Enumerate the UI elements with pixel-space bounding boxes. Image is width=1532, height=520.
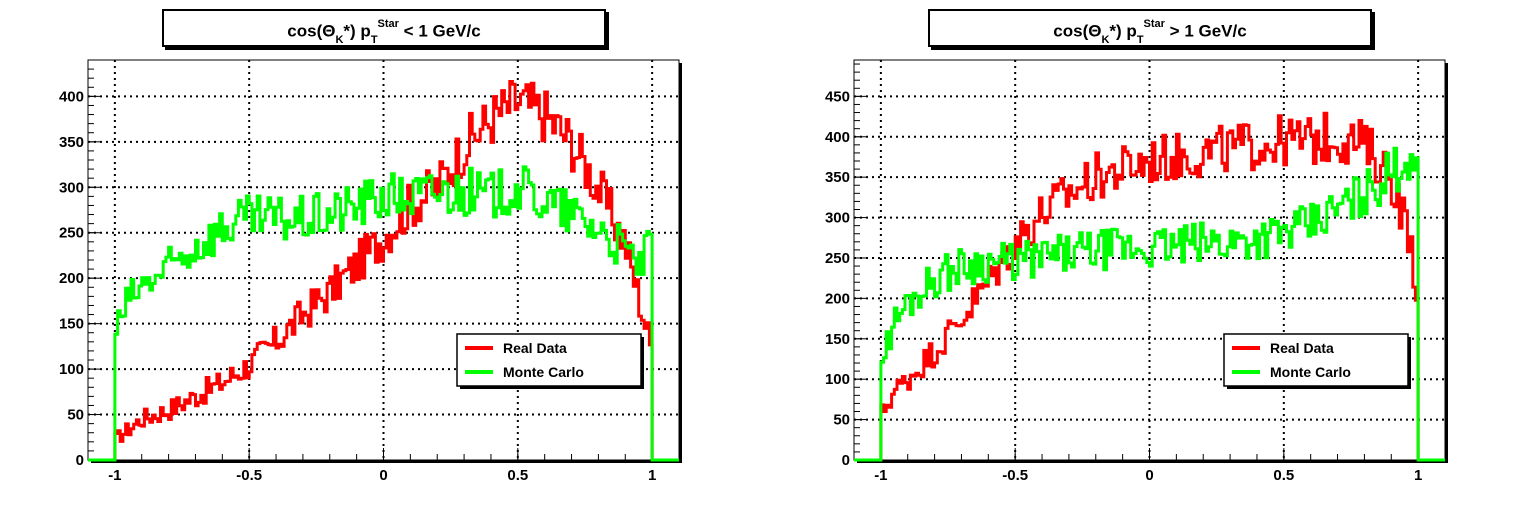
- x-tick-label: -0.5: [236, 467, 262, 484]
- y-tick-label: 400: [59, 88, 84, 105]
- y-tick-label: 50: [67, 407, 84, 424]
- series-line-monte-carlo: [854, 146, 1445, 462]
- x-tick-label: 0.5: [1273, 467, 1294, 484]
- legend-label: Real Data: [1270, 340, 1334, 356]
- y-tick-label: 0: [842, 452, 850, 469]
- series-line-real-data: [854, 111, 1445, 462]
- chart-title: cos(ΘK*) pTStar < 1 GeV/c: [287, 18, 481, 47]
- x-tick-label: -1: [874, 467, 887, 484]
- x-tick-label: 0: [379, 467, 387, 484]
- y-tick-label: 50: [833, 412, 850, 429]
- x-tick-label: 0: [1145, 467, 1153, 484]
- y-tick-label: 350: [59, 134, 84, 151]
- series-line-real-data: [88, 80, 679, 462]
- y-tick-label: 150: [59, 316, 84, 333]
- legend-label: Real Data: [503, 340, 567, 356]
- legend-box: [1223, 333, 1409, 387]
- histogram-plot: -1 -0.5 0 0.5 1 0 50 100 150 200 250 300 350 400 450 Re…: [825, 59, 1448, 484]
- chart-title-box: cos(ΘK*) pTStar < 1 GeV/c: [162, 9, 606, 47]
- y-tick-label: 100: [59, 361, 84, 378]
- y-tick-label: 250: [825, 250, 850, 267]
- x-tick-label: -0.5: [1002, 467, 1028, 484]
- x-tick-label: 1: [648, 467, 656, 484]
- chart-title-box: cos(ΘK*) pTStar > 1 GeV/c: [928, 9, 1372, 47]
- y-tick-label: 450: [825, 88, 850, 105]
- histogram-plot: -1 -0.5 0 0.5 1 0 50 100 150 200 250 300 350 400 Real …: [59, 59, 682, 484]
- series-line-monte-carlo: [88, 165, 679, 462]
- y-tick-label: 350: [825, 169, 850, 186]
- y-tick-label: 300: [825, 210, 850, 227]
- chart-title: cos(ΘK*) pTStar > 1 GeV/c: [1053, 18, 1247, 47]
- chart-panel-right: cos(ΘK*) pTStar > 1 GeV/c -1 -0.5 0 0.5 1 0 50…: [766, 0, 1532, 520]
- legend-box: [456, 333, 642, 387]
- chart-panel-left: cos(ΘK*) pTStar < 1 GeV/c -1 -0.5 0 0.5 1 0 50…: [59, 9, 682, 484]
- y-tick-label: 200: [825, 290, 850, 307]
- y-tick-label: 250: [59, 225, 84, 242]
- x-tick-label: -1: [108, 467, 121, 484]
- x-tick-label: 0.5: [507, 467, 528, 484]
- legend-label: Monte Carlo: [503, 364, 584, 380]
- y-tick-label: 200: [59, 270, 84, 287]
- legend-label: Monte Carlo: [1270, 364, 1351, 380]
- x-tick-label: 1: [1414, 467, 1422, 484]
- y-tick-label: 300: [59, 179, 84, 196]
- y-tick-label: 0: [76, 452, 84, 469]
- y-tick-label: 400: [825, 129, 850, 146]
- y-tick-label: 100: [825, 371, 850, 388]
- y-tick-label: 150: [825, 331, 850, 348]
